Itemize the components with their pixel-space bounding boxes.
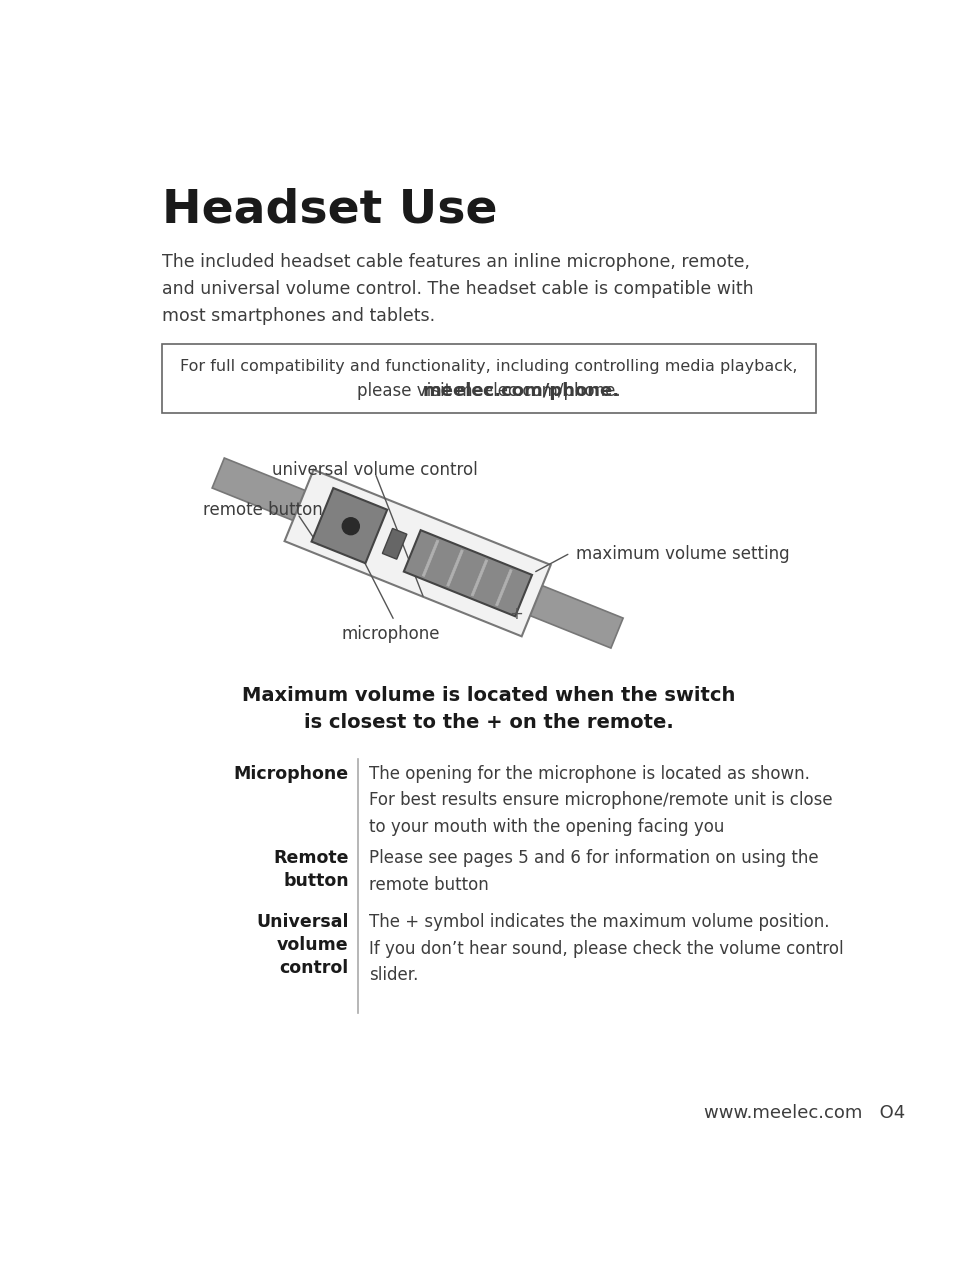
Text: please visit meelec.com/phone.: please visit meelec.com/phone. <box>356 382 620 401</box>
Polygon shape <box>212 458 307 522</box>
Text: Maximum volume is located when the switch
is closest to the + on the remote.: Maximum volume is located when the switc… <box>242 687 735 731</box>
Polygon shape <box>284 469 550 636</box>
Text: For full compatibility and functionality, including controlling media playback,: For full compatibility and functionality… <box>180 359 797 374</box>
Text: Microphone: Microphone <box>233 764 348 782</box>
Text: Remote
button: Remote button <box>273 850 348 890</box>
Text: remote button: remote button <box>203 501 322 519</box>
Polygon shape <box>471 560 487 597</box>
Polygon shape <box>495 570 512 605</box>
Text: The opening for the microphone is located as shown.
For best results ensure micr: The opening for the microphone is locate… <box>369 764 832 836</box>
Polygon shape <box>403 530 532 617</box>
Text: www.meelec.com   O4: www.meelec.com O4 <box>703 1104 904 1122</box>
Text: meelec.com/phone.: meelec.com/phone. <box>422 382 619 401</box>
Text: The included headset cable features an inline microphone, remote,
and universal : The included headset cable features an i… <box>162 253 753 324</box>
Text: Please see pages 5 and 6 for information on using the
remote button: Please see pages 5 and 6 for information… <box>369 850 818 894</box>
Polygon shape <box>422 539 438 576</box>
Polygon shape <box>382 528 407 560</box>
Circle shape <box>342 518 359 534</box>
Text: The + symbol indicates the maximum volume position.
If you don’t hear sound, ple: The + symbol indicates the maximum volum… <box>369 913 842 985</box>
Text: maximum volume setting: maximum volume setting <box>576 546 789 563</box>
Polygon shape <box>528 585 622 647</box>
Text: microphone: microphone <box>341 625 439 642</box>
Text: +: + <box>509 605 523 623</box>
FancyBboxPatch shape <box>162 343 815 413</box>
Polygon shape <box>312 488 387 563</box>
Text: Universal
volume
control: Universal volume control <box>256 913 348 977</box>
Text: universal volume control: universal volume control <box>272 460 477 478</box>
Text: Headset Use: Headset Use <box>162 187 497 233</box>
Polygon shape <box>446 550 463 586</box>
